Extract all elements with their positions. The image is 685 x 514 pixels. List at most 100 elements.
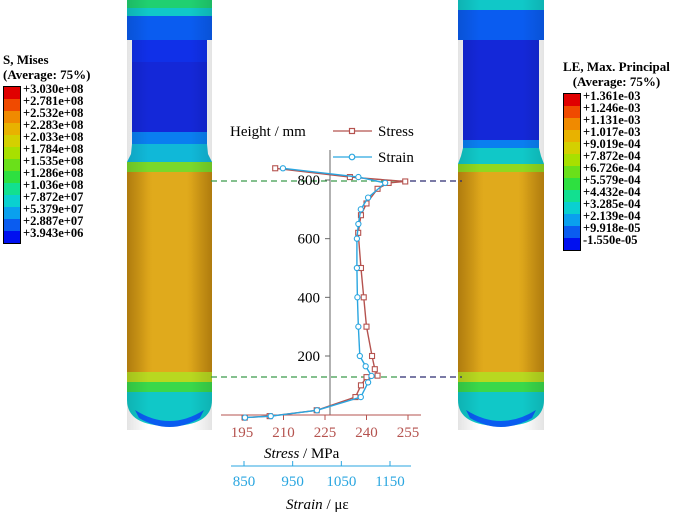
stress-series-point [374,372,381,379]
stress-axis-label-unit: / MPa [299,446,339,462]
legend-swatch [4,219,20,231]
legend-swatch [4,159,20,171]
strain-series-point [364,194,372,201]
stress-tick-label: 210 [272,425,295,441]
legend-swatch [564,214,580,226]
legend-swatch [4,135,20,147]
strain-tick-label: 1050 [326,474,356,490]
legend-value: +2.781e+08 [23,94,84,108]
strain-series-point [354,294,361,301]
legend-stress-label: Stress [378,124,414,140]
stress-series-point [360,294,367,301]
strain-series-point [357,206,364,213]
legend-value: +1.246e-03 [583,101,641,115]
legend-swatch [4,87,20,99]
strain-tick-label: 1150 [375,474,404,490]
legend-swatch [4,147,20,159]
stress-series-point [357,212,365,219]
legend-value: +3.285e-04 [583,197,641,211]
legend-swatch [564,106,580,118]
legend-value: +2.887e+07 [23,214,84,228]
legend-swatch [564,178,580,190]
stress-axis-label: Stress / MPa [264,446,340,462]
legend-value: +5.379e+07 [23,202,84,216]
stress-series-point [363,374,370,381]
strain-tick-label: 950 [281,474,304,490]
legend-swatches [3,86,21,244]
legend-value: +7.872e-04 [583,149,641,163]
legend-value: -1.550e-05 [583,233,638,247]
stress-series-point [357,382,365,389]
y-tick-label: 400 [298,290,321,306]
stress-series-point [363,323,370,330]
strain-series-point [267,412,274,420]
strain-series-point [355,323,362,330]
legend-values: +1.361e-03 +1.246e-03 +1.131e-03 +1.017e-03… [583,89,641,247]
strain-series-point [356,352,363,360]
legend-value: +3.943e+06 [23,226,84,240]
y-axis-label: Height / mm [230,124,306,140]
strain-series-line [244,167,387,419]
reference-lines [211,180,462,378]
strain-series-point [355,220,362,228]
stress-tick-label: 255 [397,425,420,441]
strain-series-point [364,379,372,386]
legend-value: +4.432e-04 [583,185,641,199]
legend-swatch [4,231,20,243]
strain-series-point [355,173,362,181]
legend-title-line1: S, Mises [3,52,49,67]
strain-axis-label-unit: / με [323,497,349,513]
strain-series-point [241,414,249,421]
legend-title-line2: (Average: 75%) [572,74,661,89]
legend-swatch [564,226,580,238]
legend-strain-marker [348,153,356,161]
strain-axis-label: Strain / με [286,497,349,513]
stress-series-point [402,178,409,185]
y-tick-label: 200 [298,349,321,365]
stress-contour-cylinder [127,0,212,430]
legend-stress-marker [348,127,356,135]
legend-value: +1.017e-03 [583,125,641,139]
legend-value: +9.019e-04 [583,137,641,151]
legend-title-line1: LE, Max. Principal [563,59,670,74]
legend-swatches [563,93,581,251]
stress-contour-legend: S, Mises (Average: 75%) +3.030e+08 +2.781… [3,52,90,244]
stress-tick-label: 195 [231,425,254,441]
strain-series-point [368,372,375,380]
legend-value: +1.131e-03 [583,113,641,127]
legend-swatch [4,195,20,207]
strain-series-point [353,235,361,242]
legend-swatch [4,123,20,135]
legend-title: LE, Max. Principal (Average: 75%) [563,59,670,89]
stress-series-point [272,165,279,172]
legend-strain-label: Strain [378,150,414,166]
legend-swatch [4,171,20,183]
legend-value: +7.872e+07 [23,190,84,204]
legend-swatch [564,130,580,142]
legend-swatch [564,202,580,214]
legend-value: +6.726e-04 [583,161,641,175]
legend-value: +2.283e+08 [23,118,84,132]
y-tick-label: 800 [298,173,321,189]
legend-value: +9.918e-05 [583,221,641,235]
legend-swatch [564,166,580,178]
legend-values: +3.030e+08 +2.781e+08 +2.532e+08 +2.283e+08… [23,83,84,240]
series-legend: Stress Strain [333,124,414,166]
legend-value: +2.532e+08 [23,106,84,120]
legend-value: +5.579e-04 [583,173,641,187]
legend-value: +1.286e+08 [23,166,84,180]
legend-title: S, Mises (Average: 75%) [3,52,90,82]
legend-value: +1.535e+08 [23,154,84,168]
strain-series-point [279,165,287,172]
legend-value: +1.361e-03 [583,89,641,103]
legend-swatch [4,99,20,111]
stress-series-line [244,167,406,419]
strain-series-point [353,264,361,272]
stress-tick-label: 225 [314,425,337,441]
legend-swatch [4,207,20,219]
strain-axis-label-italic: Strain [286,497,323,513]
legend-swatch [564,238,580,250]
legend-swatch [564,118,580,130]
